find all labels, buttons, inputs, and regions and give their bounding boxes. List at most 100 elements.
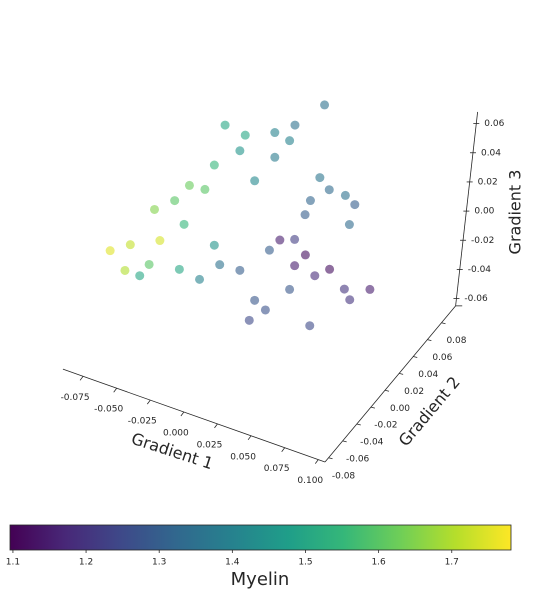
point [250,295,260,305]
point [324,185,334,195]
x-tick [146,399,151,405]
colorbar-tick-label: 1.4 [225,558,240,568]
z-tick-label: -0.06 [464,294,488,304]
point [200,184,210,194]
point [344,220,354,230]
y-tick [399,372,404,375]
y-tick-label: 0.02 [404,387,424,397]
z-tick-label: 0.06 [484,119,504,129]
x-tick [79,376,84,381]
colorbar-tick-label: 1.2 [79,558,93,568]
point [105,246,115,256]
point [174,264,184,274]
z-axis-label: Gradient 3 [506,170,525,255]
point [120,265,130,275]
point [195,274,205,284]
colorbar-tick-label: 1.3 [152,558,166,568]
point [365,284,375,294]
y-tick [328,457,333,460]
x-tick [180,411,185,417]
y-tick [370,406,375,409]
y-tick-label: -0.02 [374,421,397,431]
point [290,120,300,130]
point [305,196,315,206]
point [155,236,165,246]
x-tick [214,423,218,429]
y-tick [342,440,347,443]
point [150,204,160,214]
point [170,196,180,206]
colorbar [9,524,512,551]
point [179,219,189,229]
point [220,120,230,130]
point [235,146,245,156]
point [135,271,145,281]
point [209,160,219,170]
x-tick-label: -0.050 [94,405,123,415]
y-tick-label: -0.08 [332,471,356,481]
y-tick [441,322,446,325]
point [250,176,260,186]
point [350,200,360,210]
x-tick-label: -0.075 [61,393,90,403]
point [300,250,310,260]
y-tick-label: 0.00 [390,404,410,414]
colorbar-tick-label: 1.7 [445,558,459,568]
y-tick [384,389,390,392]
colorbar-tick-label: 1.1 [6,558,20,568]
point [184,180,194,190]
x-tick [314,459,319,464]
point [290,234,300,244]
y-tick [427,339,432,342]
x-tick [247,435,252,441]
point [215,260,225,270]
point [209,240,219,250]
y-tick-label: -0.04 [360,438,384,448]
z-tick-label: -0.04 [468,265,492,275]
y-tick [413,356,418,358]
point [300,210,310,220]
x-tick-label: -0.025 [128,417,157,427]
y-tick-label: -0.06 [346,454,370,464]
z-tick-label: 0.02 [478,177,498,187]
y-tick-label: 0.06 [432,353,452,363]
point [275,235,285,245]
colorbar-label: Myelin [231,569,290,590]
x-tick [113,387,118,393]
point [290,261,300,271]
point [240,130,250,140]
point [144,259,154,269]
point [244,315,254,325]
colorbar-tick-label: 1.5 [298,558,312,568]
y-tick-label: 0.04 [418,370,438,380]
point [270,152,280,162]
point [320,100,330,110]
x-tick-label: 0.100 [297,476,323,486]
colorbar-tick-label: 1.6 [371,558,386,568]
z-tick-label: 0.04 [481,148,501,158]
point [305,321,315,331]
x-tick-label: 0.075 [264,464,290,474]
point [315,173,325,183]
point [285,284,295,294]
point [260,305,270,315]
point [285,136,295,146]
y-tick [356,423,361,426]
x-tick-label: 0.025 [197,440,223,450]
point [339,284,349,294]
z-tick-label: 0.00 [474,207,494,217]
z-axis [455,111,479,306]
x-tick [281,447,285,452]
point [345,295,355,305]
point [235,265,245,275]
z-tick-label: -0.02 [471,236,494,246]
point [340,190,350,200]
point [325,264,335,274]
x-axis [62,368,326,463]
y-tick-label: 0.08 [446,336,466,346]
x-tick-label: 0.000 [163,429,189,439]
point [125,240,135,250]
point [270,128,280,138]
x-tick-label: 0.050 [230,452,256,462]
